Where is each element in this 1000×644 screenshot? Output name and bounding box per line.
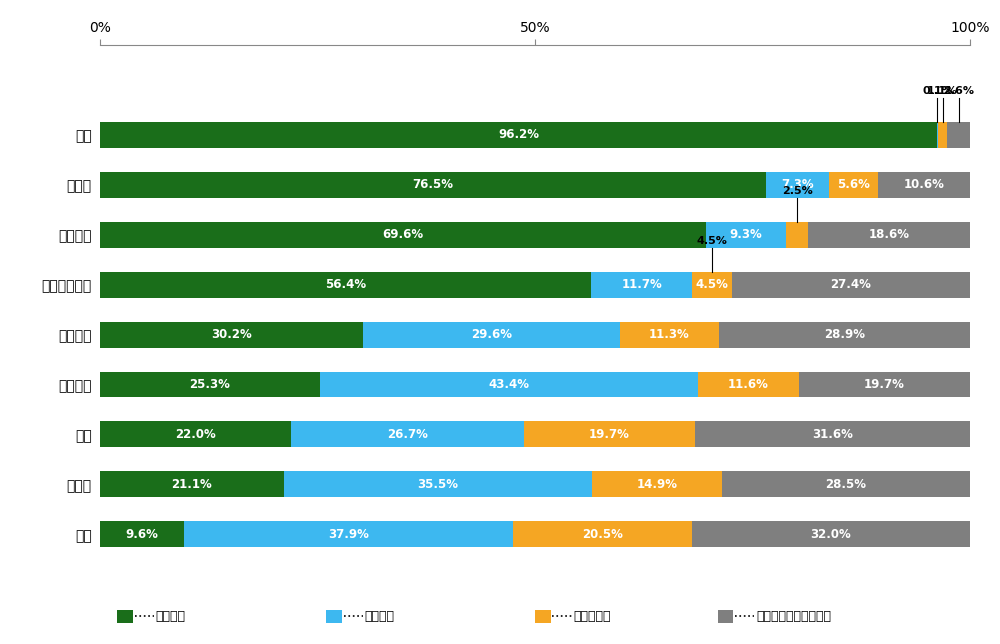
Text: 良くなる: 良くなる: [156, 610, 186, 623]
Bar: [100, 321, 363, 348]
Bar: [722, 471, 970, 497]
Bar: [100, 421, 291, 448]
Bar: [524, 421, 695, 448]
Text: 4.5%: 4.5%: [696, 278, 728, 291]
Text: 22.0%: 22.0%: [175, 428, 216, 441]
Text: 19.7%: 19.7%: [589, 428, 630, 441]
Bar: [786, 222, 808, 248]
Text: 9.6%: 9.6%: [125, 528, 158, 541]
Bar: [320, 372, 698, 397]
Text: 56.4%: 56.4%: [325, 278, 366, 291]
Text: 69.6%: 69.6%: [382, 228, 423, 242]
Text: 20.5%: 20.5%: [582, 528, 623, 541]
Text: 11.3%: 11.3%: [649, 328, 690, 341]
Text: 2.6%: 2.6%: [943, 86, 974, 96]
Bar: [291, 421, 524, 448]
Text: 32.0%: 32.0%: [810, 528, 851, 541]
FancyBboxPatch shape: [535, 610, 551, 623]
Text: 0.1%: 0.1%: [922, 86, 953, 96]
Bar: [620, 321, 719, 348]
Bar: [698, 372, 799, 397]
Bar: [692, 521, 970, 547]
Text: 25.3%: 25.3%: [190, 378, 230, 391]
Text: 悪くなる: 悪くなる: [364, 610, 394, 623]
Bar: [799, 372, 970, 397]
Bar: [692, 272, 732, 298]
Bar: [938, 122, 947, 148]
Bar: [100, 272, 591, 298]
Bar: [592, 471, 722, 497]
Bar: [100, 172, 766, 198]
FancyBboxPatch shape: [117, 610, 133, 623]
Bar: [829, 172, 878, 198]
Bar: [947, 122, 970, 148]
Text: 28.9%: 28.9%: [824, 328, 865, 341]
Bar: [100, 521, 184, 547]
Text: 76.5%: 76.5%: [412, 178, 453, 191]
Text: 11.6%: 11.6%: [728, 378, 769, 391]
Bar: [706, 222, 786, 248]
Bar: [184, 521, 513, 547]
Text: 1.1%: 1.1%: [927, 86, 958, 96]
Text: 7.3%: 7.3%: [781, 178, 814, 191]
Text: 35.5%: 35.5%: [417, 478, 458, 491]
Text: 変わらない: 変わらない: [573, 610, 611, 623]
Text: 5.6%: 5.6%: [837, 178, 870, 191]
Bar: [591, 272, 692, 298]
Bar: [284, 471, 592, 497]
FancyBboxPatch shape: [326, 610, 342, 623]
Bar: [878, 172, 970, 198]
Text: 9.3%: 9.3%: [730, 228, 762, 242]
Text: どうなるか分からない: どうなるか分からない: [756, 610, 831, 623]
Bar: [732, 272, 970, 298]
Text: 11.7%: 11.7%: [621, 278, 662, 291]
Bar: [766, 172, 829, 198]
Text: 96.2%: 96.2%: [498, 128, 539, 142]
Text: 29.6%: 29.6%: [471, 328, 512, 341]
Bar: [363, 321, 620, 348]
Bar: [100, 222, 706, 248]
Text: 4.5%: 4.5%: [697, 236, 727, 246]
Text: 31.6%: 31.6%: [812, 428, 853, 441]
Text: 2.5%: 2.5%: [782, 186, 813, 196]
Bar: [513, 521, 692, 547]
Text: 14.9%: 14.9%: [637, 478, 678, 491]
Bar: [100, 372, 320, 397]
Text: 30.2%: 30.2%: [211, 328, 252, 341]
Text: 37.9%: 37.9%: [328, 528, 369, 541]
Text: 18.6%: 18.6%: [869, 228, 910, 242]
Bar: [100, 471, 284, 497]
Bar: [808, 222, 970, 248]
Bar: [100, 122, 937, 148]
Text: 21.1%: 21.1%: [171, 478, 212, 491]
Text: 43.4%: 43.4%: [488, 378, 529, 391]
FancyBboxPatch shape: [718, 610, 733, 623]
Text: 19.7%: 19.7%: [864, 378, 905, 391]
Text: 26.7%: 26.7%: [387, 428, 428, 441]
Text: 28.5%: 28.5%: [826, 478, 867, 491]
Bar: [719, 321, 970, 348]
Bar: [695, 421, 970, 448]
Text: 10.6%: 10.6%: [903, 178, 944, 191]
Text: 27.4%: 27.4%: [830, 278, 871, 291]
